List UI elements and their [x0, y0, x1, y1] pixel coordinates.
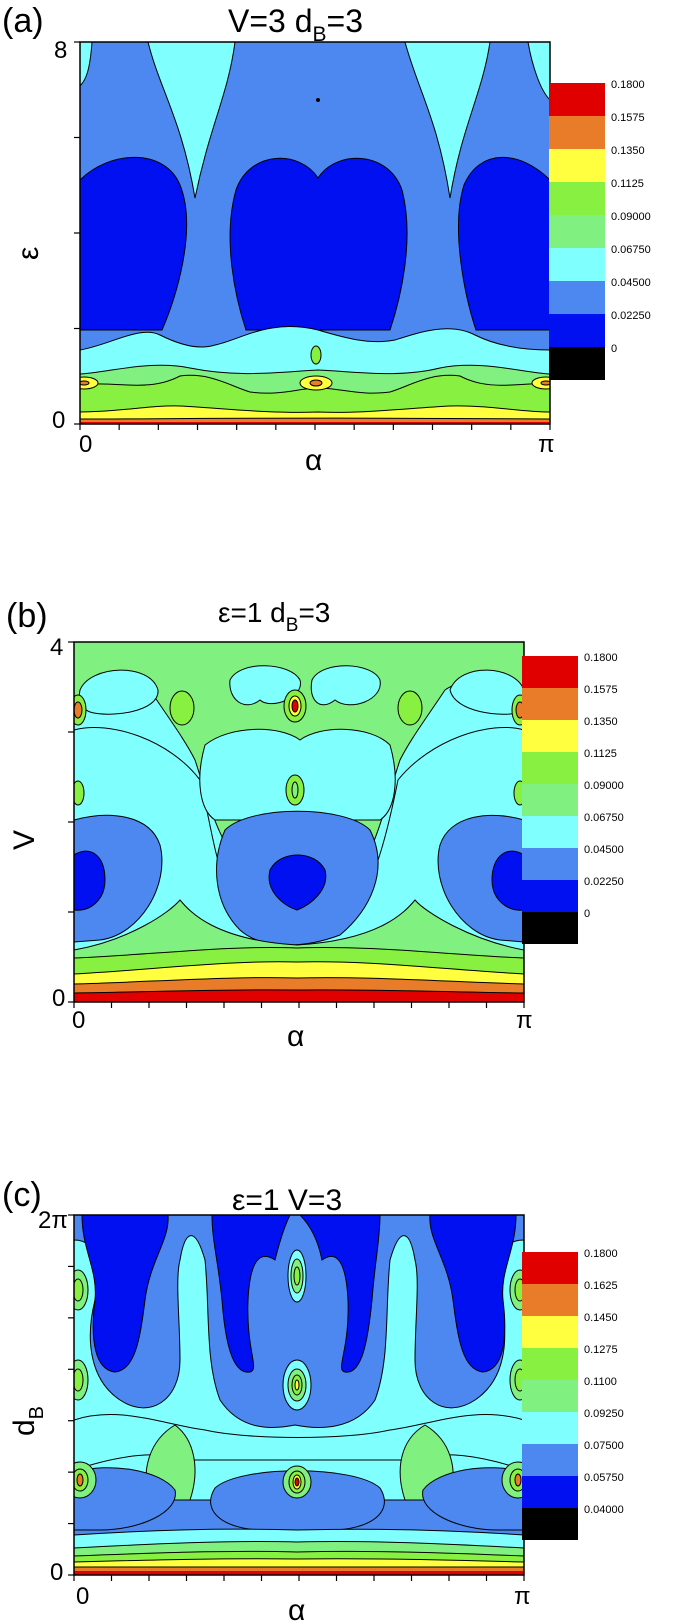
colorbar-swatch — [549, 116, 605, 149]
colorbar-level-label: 0 — [611, 343, 617, 355]
panel-a-colorbar: 0.1800 0.1575 0.1350 0.1125 0.09000 0.06750 0.… — [549, 79, 651, 380]
panel-a-title: V=3 dB=3 — [228, 3, 363, 46]
colorbar-level-label: 0.1350 — [611, 145, 645, 157]
colorbar-swatch — [522, 1316, 578, 1348]
panel-a-ylabel: ε — [12, 247, 45, 260]
colorbar-swatch — [549, 149, 605, 182]
panel-b-ylabel: V — [8, 830, 41, 850]
panel-a-ticks — [74, 41, 551, 430]
panel-c-contour-field — [74, 1215, 524, 1575]
colorbar-level-label: 0 — [584, 908, 590, 920]
panel-c-ytick-bottom: 0 — [50, 1559, 63, 1586]
colorbar-level-label: 0.1575 — [611, 112, 645, 124]
colorbar-swatch — [522, 816, 578, 848]
colorbar-swatch — [522, 752, 578, 784]
colorbar-level-label: 0.09000 — [584, 780, 624, 792]
panel-b-xtick-left: 0 — [72, 1007, 85, 1034]
colorbar-level-label: 0.1125 — [584, 748, 617, 760]
colorbar-level-label: 0.05750 — [584, 1472, 624, 1484]
panel-b-colorbar: 0.1800 0.1575 0.1350 0.1125 0.09000 0.06750 0.… — [522, 652, 624, 944]
colorbar-swatch — [522, 1284, 578, 1316]
panel-c-ylabel: dB — [8, 1406, 48, 1436]
colorbar-swatch — [522, 848, 578, 880]
colorbar-level-label: 0.1625 — [584, 1280, 618, 1292]
colorbar-swatch — [522, 1508, 578, 1540]
panel-a-title-main: V=3 d — [228, 3, 313, 39]
colorbar-swatch — [522, 1380, 578, 1412]
colorbar-level-label: 0.1800 — [611, 79, 645, 91]
colorbar-level-label: 0.07500 — [584, 1440, 624, 1452]
colorbar-swatch — [549, 182, 605, 215]
colorbar-level-label: 0.04500 — [611, 277, 651, 289]
colorbar-swatch — [522, 1444, 578, 1476]
panel-b-contour-field — [74, 642, 524, 1002]
colorbar-level-label: 0.09000 — [611, 211, 651, 223]
colorbar-level-label: 0.04500 — [584, 844, 624, 856]
colorbar-swatch — [522, 912, 578, 944]
panel-b-title-main: ε=1 d — [218, 597, 286, 628]
colorbar-swatch — [522, 1252, 578, 1284]
colorbar-swatch — [522, 656, 578, 688]
colorbar-swatch — [522, 720, 578, 752]
colorbar-level-label: 0.1350 — [584, 716, 618, 728]
panel-a-title-sub: B — [313, 23, 327, 46]
panel-b-label: (b) — [6, 597, 48, 635]
panel-c-xtick-right: π — [514, 1583, 531, 1610]
colorbar-level-label: 0.06750 — [584, 812, 624, 824]
colorbar-swatch — [522, 688, 578, 720]
colorbar-swatch — [549, 347, 605, 380]
panel-a-xlabel: α — [305, 444, 322, 477]
colorbar-level-label: 0.04000 — [584, 1504, 624, 1516]
panel-a-label: (a) — [2, 2, 44, 40]
colorbar-swatch — [522, 1412, 578, 1444]
colorbar-swatch — [522, 784, 578, 816]
panel-c-xlabel: α — [288, 1594, 305, 1624]
panel-b-title-tail: =3 — [298, 597, 330, 628]
colorbar-level-label: 0.1800 — [584, 1248, 618, 1260]
colorbar-level-label: 0.1575 — [584, 684, 618, 696]
colorbar-level-label: 0.1125 — [611, 178, 644, 190]
panel-b-xlabel: α — [287, 1020, 304, 1053]
colorbar-swatch — [549, 248, 605, 281]
panel-b-title-sub: B — [286, 615, 299, 636]
panel-a: (a) V=3 dB=3 — [2, 2, 651, 477]
colorbar-swatch — [522, 1348, 578, 1380]
panel-c-ytick-top: 2π — [38, 1207, 68, 1234]
colorbar-level-label: 0.02250 — [584, 876, 624, 888]
colorbar-swatch — [549, 215, 605, 248]
colorbar-swatch — [522, 1476, 578, 1508]
panel-b-xtick-right: π — [516, 1007, 533, 1034]
panel-a-title-tail: =3 — [327, 3, 363, 39]
colorbar-level-label: 0.1275 — [584, 1344, 618, 1356]
panel-a-xtick-left: 0 — [79, 431, 92, 458]
panel-b: (b) ε=1 dB=3 — [6, 597, 624, 1053]
colorbar-level-label: 0.09250 — [584, 1408, 624, 1420]
panel-c-ylabel-main: d — [8, 1419, 41, 1436]
colorbar-level-label: 0.1800 — [584, 652, 618, 664]
colorbar-swatch — [549, 314, 605, 347]
panel-a-contour-field — [80, 42, 550, 424]
panel-c-ylabel-sub: B — [26, 1406, 48, 1419]
colorbar-level-label: 0.1450 — [584, 1312, 618, 1324]
panel-b-ytick-bottom: 0 — [52, 985, 65, 1012]
panel-b-ticks — [68, 641, 525, 1008]
panel-a-ytick-top: 8 — [54, 37, 67, 64]
colorbar-level-label: 0.1100 — [584, 1376, 617, 1388]
panel-c: (c) ε=1 V=3 — [2, 1176, 624, 1624]
panel-b-ytick-top: 4 — [50, 634, 63, 661]
colorbar-level-label: 0.02250 — [611, 310, 651, 322]
panel-c-title: ε=1 V=3 — [232, 1184, 342, 1217]
panel-c-ticks — [68, 1214, 525, 1581]
panel-b-title: ε=1 dB=3 — [218, 597, 330, 636]
colorbar-swatch — [549, 83, 605, 116]
colorbar-level-label: 0.06750 — [611, 244, 651, 256]
colorbar-swatch — [522, 880, 578, 912]
panel-a-xtick-right: π — [538, 431, 555, 458]
panel-c-label: (c) — [2, 1176, 42, 1214]
colorbar-swatch — [549, 281, 605, 314]
panel-c-xtick-left: 0 — [76, 1583, 89, 1610]
panel-a-ytick-bottom: 0 — [52, 407, 65, 434]
panel-c-colorbar: 0.1800 0.1625 0.1450 0.1275 0.1100 0.09250 0.0… — [522, 1248, 624, 1540]
